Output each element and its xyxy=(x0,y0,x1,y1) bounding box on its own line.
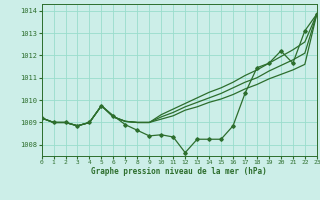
X-axis label: Graphe pression niveau de la mer (hPa): Graphe pression niveau de la mer (hPa) xyxy=(91,167,267,176)
